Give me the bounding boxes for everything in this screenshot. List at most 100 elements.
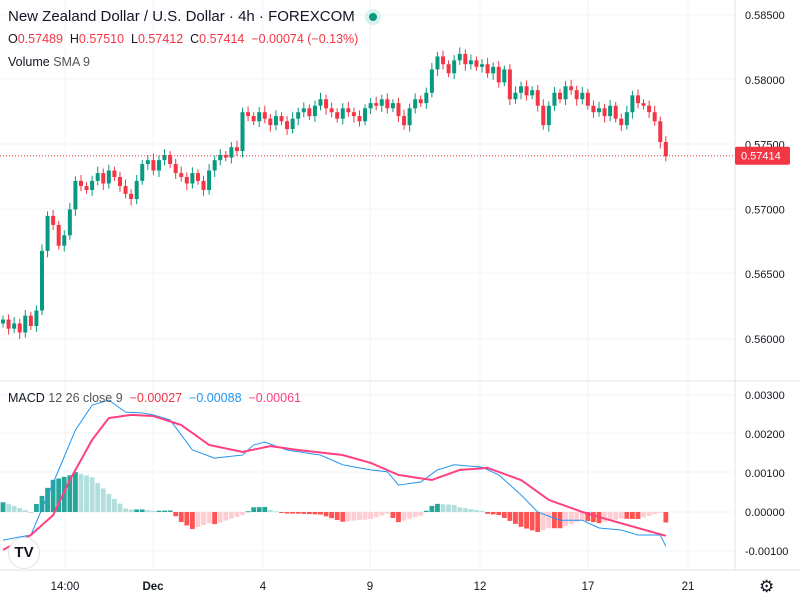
- macd-histogram-bar: [240, 512, 245, 516]
- macd-histogram-bar: [618, 512, 624, 519]
- candle-body: [28, 315, 33, 327]
- macd-histogram-bar: [485, 512, 490, 514]
- candle-body: [496, 66, 501, 83]
- macd-histogram-bar: [440, 504, 446, 512]
- macd-histogram-bar: [334, 512, 340, 520]
- macd-axis-label: 0.00300: [745, 390, 785, 402]
- candle-body: [435, 56, 440, 70]
- macd-histogram-bar: [28, 512, 34, 513]
- macd-hist-value: −0.00027: [129, 391, 183, 405]
- candle-body: [106, 170, 111, 184]
- macd-histogram-bar: [0, 502, 6, 512]
- candle-body: [396, 103, 401, 117]
- candle-body: [485, 64, 490, 74]
- candle-body: [78, 180, 83, 187]
- candle-body: [179, 173, 184, 177]
- candle-body: [580, 92, 585, 100]
- macd-histogram-bar: [418, 512, 424, 516]
- symbol-title[interactable]: New Zealand Dollar / U.S. Dollar · 4h · …: [8, 8, 381, 26]
- candle-body: [402, 116, 407, 126]
- candle-body: [474, 60, 479, 67]
- macd-legend[interactable]: MACD 12 26 close 9 −0.00027 −0.00088 −0.…: [8, 391, 301, 405]
- time-axis-label: 17: [582, 581, 595, 593]
- candle-body: [413, 99, 418, 109]
- macd-histogram-bar: [145, 510, 151, 512]
- candle-body: [318, 99, 323, 106]
- candle-body: [602, 108, 607, 117]
- signal-line: [2, 413, 667, 551]
- macd-histogram-bar: [290, 512, 296, 514]
- price-axis-label: 0.58000: [745, 75, 785, 87]
- candle-body: [273, 116, 278, 126]
- macd-histogram-bar: [462, 508, 468, 512]
- candle-body: [223, 154, 228, 158]
- candle-body: [67, 209, 72, 236]
- candle-body: [357, 116, 362, 122]
- candle-body: [635, 95, 640, 104]
- macd-histogram-bar: [429, 505, 435, 512]
- macd-histogram-bar: [78, 473, 84, 512]
- candle-body: [201, 180, 206, 190]
- candle-body: [324, 99, 329, 109]
- macd-histogram-bar: [150, 510, 156, 512]
- change-value: −0.00074 (−0.13%): [251, 32, 359, 46]
- macd-histogram-bar: [212, 512, 218, 525]
- macd-histogram-bar: [574, 512, 580, 523]
- macd-histogram-bar: [234, 512, 240, 517]
- candle-body: [251, 116, 256, 122]
- settings-gear-icon[interactable]: ⚙: [759, 577, 775, 596]
- macd-histogram-bar: [396, 512, 401, 523]
- candle-body: [390, 103, 395, 109]
- candle-body: [524, 86, 529, 96]
- macd-histogram-bar: [474, 509, 479, 512]
- candle-body: [112, 170, 117, 177]
- macd-histogram-bar: [61, 476, 67, 512]
- candle-body: [480, 64, 485, 67]
- macd-histogram-bar: [284, 512, 290, 514]
- candle-body: [134, 180, 139, 200]
- last-price-label: 0.57414: [741, 151, 781, 163]
- candle-body: [234, 147, 239, 152]
- volume-legend[interactable]: Volume SMA 9: [8, 55, 90, 69]
- macd-histogram-bar: [407, 512, 413, 519]
- low-label: L: [131, 32, 138, 46]
- macd-histogram-bar: [568, 512, 574, 525]
- macd-histogram-bar: [195, 512, 201, 528]
- time-axis-label: 4: [260, 581, 267, 593]
- macd-histogram-bar: [206, 512, 212, 524]
- high-label: H: [69, 32, 79, 46]
- macd-histogram-bar: [379, 512, 385, 516]
- macd-histogram-bar: [602, 512, 607, 522]
- candle-body: [6, 319, 11, 329]
- low-value: 0.57412: [138, 32, 184, 46]
- macd-histogram-bar: [546, 512, 552, 529]
- candle-body: [424, 92, 429, 104]
- candle-body: [630, 95, 635, 113]
- candle-body: [608, 105, 613, 117]
- candle-body: [268, 118, 273, 126]
- macd-line: [2, 399, 667, 547]
- candle-body: [212, 160, 217, 171]
- candle-body: [563, 86, 568, 100]
- macd-histogram-bar: [6, 504, 11, 512]
- candle-body: [552, 92, 557, 106]
- candle-body: [351, 112, 356, 117]
- candle-body: [530, 90, 535, 96]
- volume-label: Volume: [8, 55, 50, 69]
- tradingview-logo[interactable]: TV: [8, 537, 40, 569]
- macd-histogram-bar: [167, 510, 173, 512]
- macd-histogram-bar: [652, 512, 658, 515]
- time-axis-label: 14:00: [51, 581, 80, 593]
- macd-histogram-bar: [607, 512, 613, 521]
- candle-body: [39, 250, 44, 311]
- time-axis-label: 9: [367, 581, 373, 593]
- candle-body: [95, 173, 100, 181]
- candle-body: [596, 108, 601, 113]
- macd-histogram-bar: [345, 512, 351, 522]
- candle-body: [491, 66, 496, 74]
- macd-histogram-bar: [579, 512, 585, 521]
- candle-body: [156, 160, 161, 171]
- macd-histogram-bar: [451, 504, 457, 512]
- candle-body: [140, 164, 145, 181]
